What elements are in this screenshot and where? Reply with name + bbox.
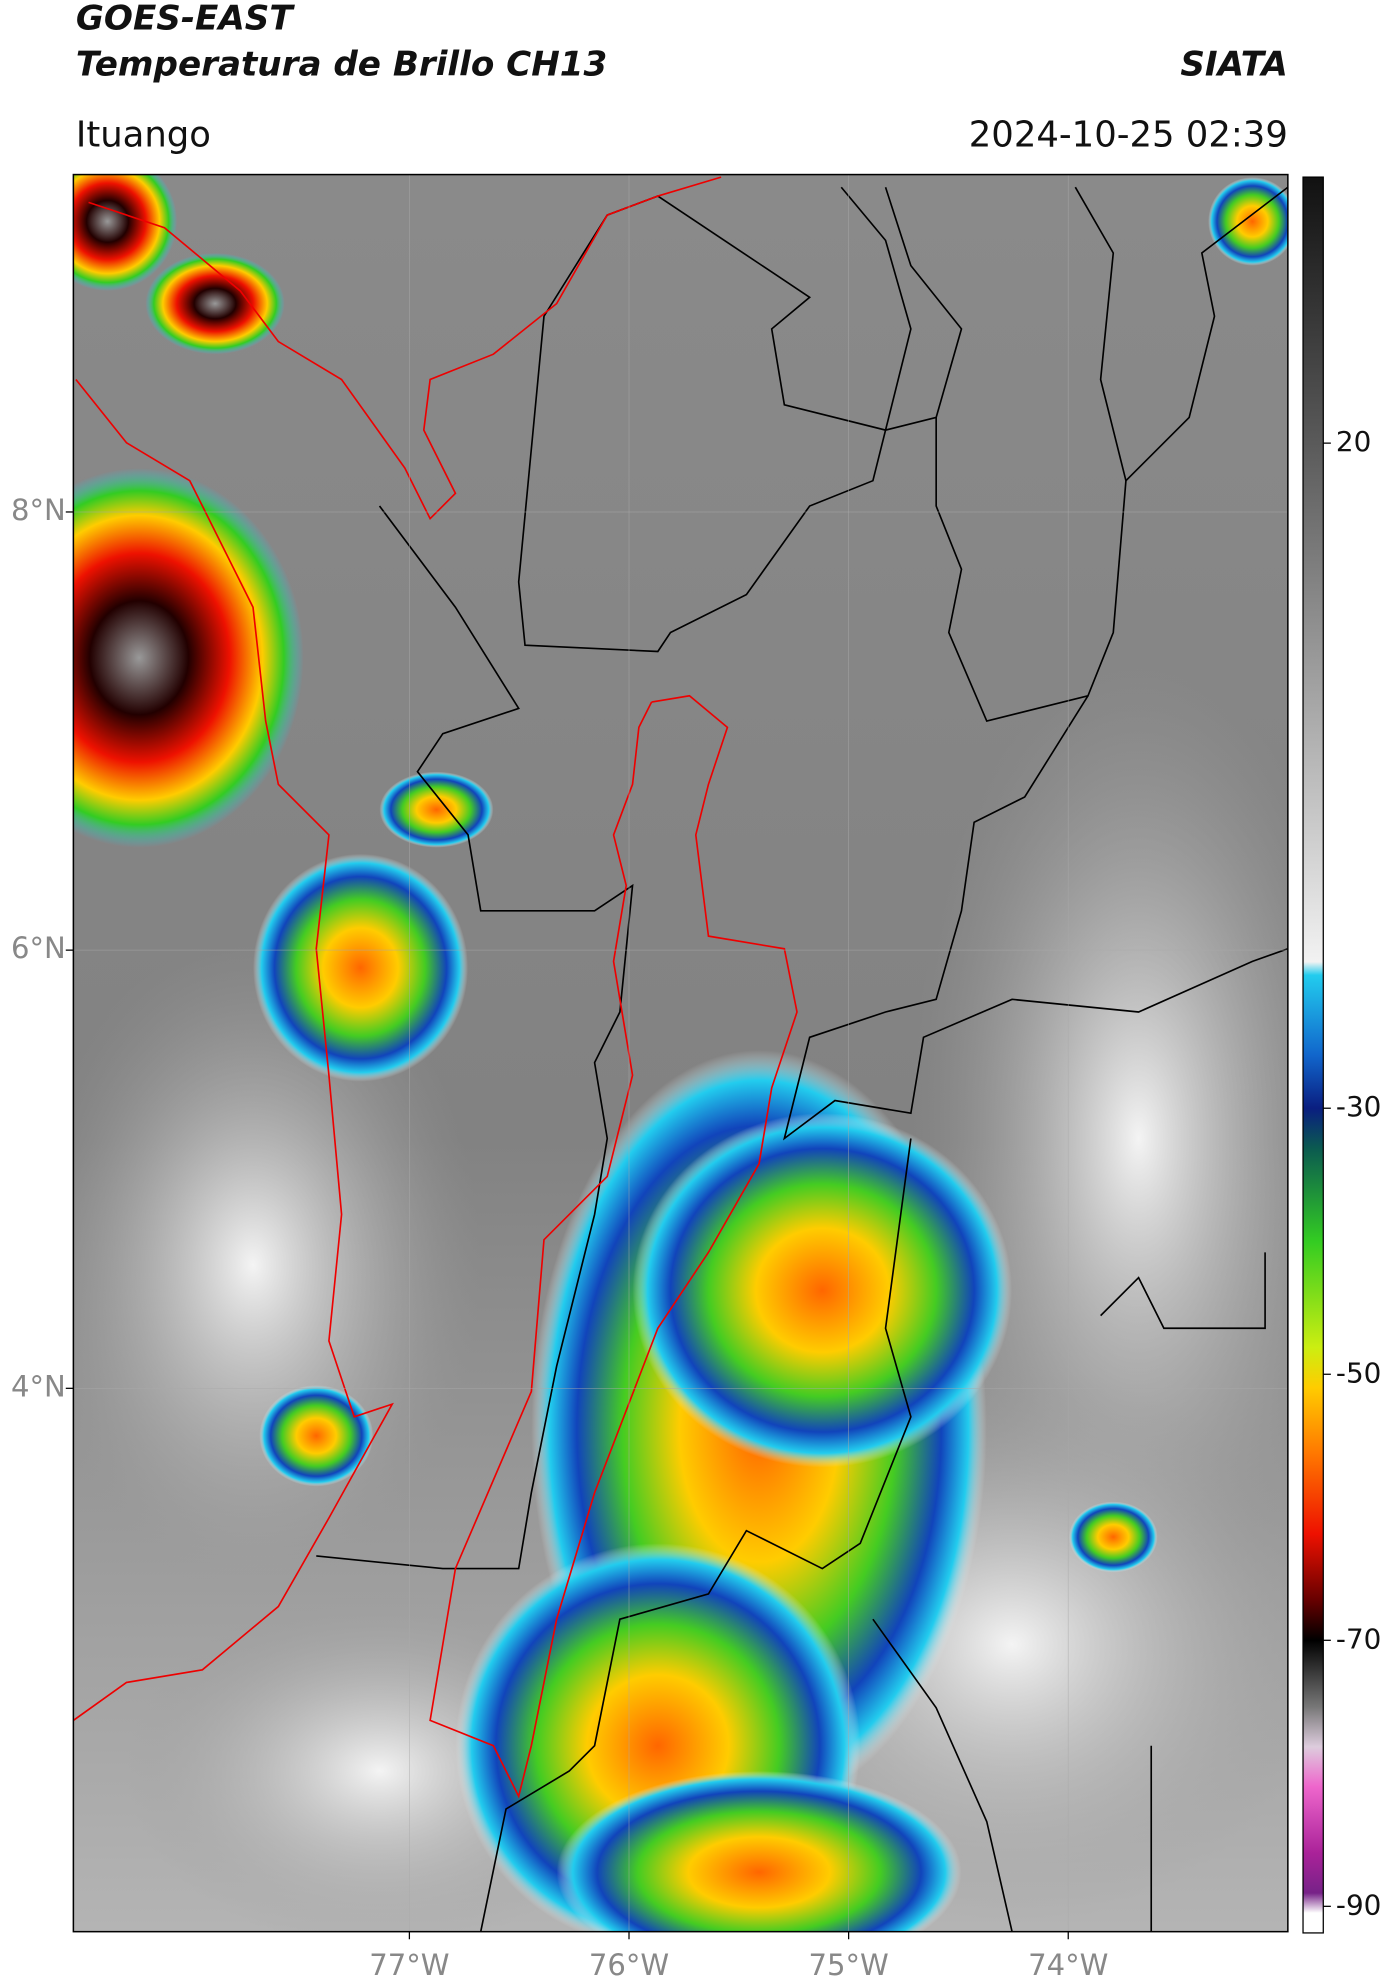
x-tick-label: 74°W bbox=[1028, 1948, 1108, 1981]
y-tick-label: 6°N bbox=[11, 931, 66, 965]
colorbar-tick-label: -90 bbox=[1336, 1888, 1381, 1921]
coastline bbox=[88, 176, 722, 521]
storm bbox=[1208, 177, 1288, 266]
y-tick-label: 8°N bbox=[11, 493, 66, 527]
title: GOES-EAST bbox=[76, 0, 295, 39]
border bbox=[782, 695, 1288, 1141]
location: Ituango bbox=[76, 115, 211, 156]
colorbar-tick-label: -50 bbox=[1336, 1356, 1381, 1389]
timestamp: 2024-10-25 02:39 bbox=[969, 115, 1288, 156]
storm bbox=[73, 174, 178, 291]
x-tick-label: 77°W bbox=[369, 1948, 449, 1981]
y-tick-label: 4°N bbox=[11, 1369, 66, 1403]
map-frame bbox=[72, 173, 1289, 1933]
storm bbox=[145, 253, 285, 355]
grid bbox=[73, 174, 1288, 1932]
colorbar-tick-label: -30 bbox=[1336, 1090, 1381, 1123]
storm bbox=[73, 468, 304, 848]
watershed bbox=[429, 694, 798, 1799]
border bbox=[1125, 186, 1288, 482]
storm bbox=[632, 1113, 1013, 1468]
x-tick-label: 75°W bbox=[808, 1948, 888, 1981]
colorbar bbox=[1302, 176, 1324, 1934]
border bbox=[872, 1618, 1013, 1932]
storm bbox=[1068, 1501, 1158, 1573]
coastline bbox=[73, 378, 394, 1722]
border bbox=[316, 505, 634, 1570]
source: SIATA bbox=[1180, 44, 1288, 84]
colorbar-tick-label: 20 bbox=[1336, 425, 1371, 458]
storm bbox=[556, 1771, 962, 1932]
border bbox=[1100, 1252, 1266, 1330]
border bbox=[517, 186, 963, 653]
subtitle: Temperatura de Brillo CH13 bbox=[76, 44, 607, 84]
storm bbox=[253, 853, 469, 1082]
storm bbox=[259, 1385, 374, 1487]
x-tick-label: 76°W bbox=[589, 1948, 669, 1981]
map-image bbox=[73, 174, 1288, 1932]
border bbox=[479, 1138, 912, 1932]
colorbar-tick-label: -70 bbox=[1336, 1622, 1381, 1655]
storm bbox=[379, 771, 494, 848]
